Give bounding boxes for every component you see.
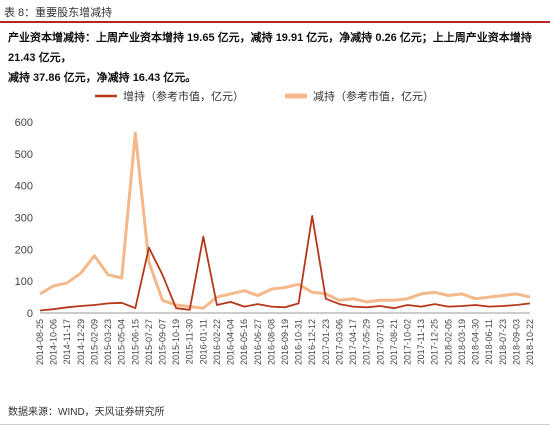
x-tick-label: 2017-08-21 xyxy=(389,319,399,365)
x-tick-label: 2018-03-19 xyxy=(457,319,467,365)
legend-label-0: 增持（参考市值，亿元） xyxy=(123,89,244,103)
x-tick-label: 2015-09-07 xyxy=(158,319,168,365)
x-tick-label: 2016-02-22 xyxy=(212,319,222,365)
x-tick-label: 2018-09-03 xyxy=(511,319,521,365)
summary-line-1: 产业资本增减持：上周产业资本增持 19.65 亿元，减持 19.91 亿元，净减… xyxy=(8,32,532,64)
x-tick-label: 2017-05-29 xyxy=(362,319,372,365)
x-tick-label: 2016-01-11 xyxy=(198,319,208,364)
x-tick-label: 2016-08-08 xyxy=(266,319,276,365)
x-tick-label: 2017-11-13 xyxy=(416,319,426,364)
summary-text: 产业资本增减持：上周产业资本增持 19.65 亿元，减持 19.91 亿元，净减… xyxy=(8,28,544,88)
x-tick-label: 2014-11-17 xyxy=(62,319,72,364)
x-tick-label: 2015-03-23 xyxy=(103,319,113,365)
series-line-0 xyxy=(39,214,531,312)
shareholder-change-chart: 增持（参考市值，亿元） 减持（参考市值，亿元） 0 100 200 300 400 500 6… xyxy=(15,89,535,365)
x-tick-label: 2015-02-09 xyxy=(89,319,99,365)
x-tick-label: 2018-10-22 xyxy=(525,319,535,365)
x-tick-label: 2016-09-19 xyxy=(280,319,290,365)
x-tick-label: 2017-01-23 xyxy=(321,319,331,365)
x-tick-label: 2017-03-06 xyxy=(334,319,344,365)
x-tick-label: 2015-07-27 xyxy=(144,319,154,365)
data-source-note: 数据来源：WIND，天风证券研究所 xyxy=(8,407,165,418)
summary-line-2: 减持 37.86 亿元，净减持 16.43 亿元。 xyxy=(8,72,197,84)
x-tick-label: 2016-05-16 xyxy=(239,319,249,365)
x-tick-label: 2017-12-25 xyxy=(430,319,440,365)
x-tick-label: 2018-04-30 xyxy=(471,319,481,365)
x-tick-label: 2014-10-06 xyxy=(49,319,59,365)
y-axis: 0 100 200 300 400 500 600 xyxy=(15,117,33,320)
x-axis: 2014-08-25 2014-10-06 2014-11-17 2014-12-29… xyxy=(35,312,535,365)
y-tick-label: 200 xyxy=(15,244,33,256)
series-line-1 xyxy=(39,131,531,310)
y-tick-label: 0 xyxy=(27,308,33,320)
chart-series xyxy=(39,131,531,312)
x-tick-label: 2015-06-15 xyxy=(130,319,140,365)
x-tick-label: 2015-10-19 xyxy=(171,319,181,365)
y-tick-label: 600 xyxy=(15,117,33,129)
x-tick-label: 2015-11-30 xyxy=(185,319,195,364)
x-tick-label: 2015-05-04 xyxy=(117,319,127,365)
y-tick-label: 300 xyxy=(15,213,33,225)
x-tick-label: 2018-02-05 xyxy=(443,319,453,365)
y-tick-label: 400 xyxy=(15,181,33,193)
y-tick-label: 100 xyxy=(15,276,33,288)
x-tick-label: 2018-06-11 xyxy=(484,319,494,364)
table-caption: 表 8：重要股东增减持 xyxy=(4,7,113,19)
x-tick-label: 2014-08-25 xyxy=(35,319,45,365)
x-tick-label: 2016-10-31 xyxy=(294,319,304,365)
legend-label-1: 减持（参考市值，亿元） xyxy=(313,89,434,103)
x-tick-label: 2018-07-23 xyxy=(498,319,508,365)
y-tick-label: 500 xyxy=(15,149,33,161)
caption-divider xyxy=(0,21,550,23)
chart-legend: 增持（参考市值，亿元） 减持（参考市值，亿元） xyxy=(95,89,434,103)
x-tick-label: 2016-12-12 xyxy=(307,319,317,365)
x-tick-label: 2014-12-29 xyxy=(76,319,86,365)
x-tick-label: 2017-07-10 xyxy=(375,319,385,365)
x-tick-label: 2017-04-17 xyxy=(348,319,358,365)
x-tick-label: 2017-10-02 xyxy=(403,319,413,365)
x-tick-label: 2016-06-27 xyxy=(253,319,263,365)
x-tick-label: 2016-04-04 xyxy=(226,319,236,365)
